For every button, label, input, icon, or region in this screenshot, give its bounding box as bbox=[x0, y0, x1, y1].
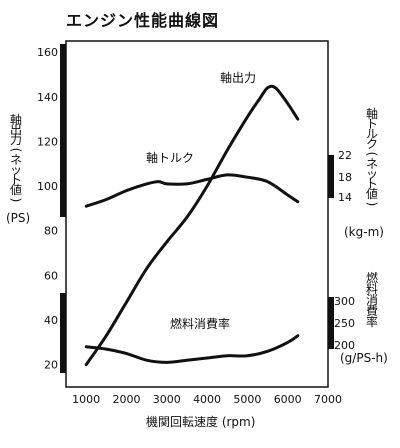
torque-tick-label: 22 bbox=[338, 149, 352, 162]
fuel-axis-label-char: 消 bbox=[366, 293, 378, 307]
series-label-torque: 軸トルク bbox=[146, 151, 194, 165]
y-tick-label: 20 bbox=[44, 359, 58, 372]
left-axis-label-char: 値 bbox=[10, 182, 22, 197]
torque-curve bbox=[84, 173, 300, 208]
power-curve bbox=[84, 84, 300, 367]
series-label-power: 軸出力 bbox=[220, 71, 256, 85]
torque-axis-unit: (kg-m) bbox=[344, 225, 384, 239]
left-axis-ticks: 20 40 60 80 100 120 140 160 bbox=[37, 46, 58, 372]
left-axis-label-char: 軸 bbox=[10, 113, 22, 127]
fuel-tick-label: 200 bbox=[334, 339, 355, 352]
x-tick-label: 6000 bbox=[274, 393, 302, 406]
left-axis-label-char: ッ bbox=[10, 163, 22, 177]
left-axis-label-char: 力 bbox=[10, 133, 22, 147]
fuel-axis-label-char: 率 bbox=[366, 314, 378, 329]
torque-axis-label-char: ッ bbox=[366, 167, 378, 181]
left-axis-unit: (PS) bbox=[6, 211, 30, 225]
y-tick-label: 160 bbox=[37, 46, 58, 59]
fuel-axis-ticks: 300 250 200 bbox=[334, 295, 355, 352]
fuel-axis-label-char: 料 bbox=[366, 282, 378, 296]
torque-tick-label: 18 bbox=[338, 171, 352, 184]
series-lines bbox=[84, 84, 300, 367]
torque-axis-label-char: ( bbox=[365, 152, 379, 157]
left-axis-bar-upper bbox=[60, 44, 66, 217]
x-tick-label: 2000 bbox=[112, 393, 140, 406]
torque-tick-label: 14 bbox=[338, 191, 352, 204]
left-axis-label-char: 出 bbox=[10, 123, 22, 137]
fuel-consumption-curve bbox=[84, 334, 300, 364]
fuel-axis-label-char: 費 bbox=[366, 303, 378, 318]
left-axis-label-char: ( bbox=[9, 148, 23, 153]
torque-axis-label-char: ク bbox=[366, 137, 378, 151]
torque-axis-label-char: ト bbox=[366, 117, 378, 131]
fuel-tick-label: 250 bbox=[334, 317, 355, 330]
x-tick-label: 7000 bbox=[314, 393, 342, 406]
fuel-axis-unit: (g/PS-h) bbox=[340, 351, 388, 365]
torque-axis-label-char: ル bbox=[366, 127, 378, 141]
x-tick-label: 1000 bbox=[72, 393, 100, 406]
y-tick-label: 60 bbox=[44, 269, 58, 282]
torque-axis-ticks: 22 18 14 bbox=[338, 149, 352, 204]
x-tick-label: 5000 bbox=[233, 393, 261, 406]
torque-axis-label-char: 値 bbox=[366, 186, 378, 201]
torque-axis-bar bbox=[328, 155, 334, 198]
left-axis-bar-lower bbox=[60, 293, 66, 373]
fuel-axis-label-char: 燃 bbox=[366, 270, 378, 285]
fuel-axis-bar bbox=[328, 297, 334, 349]
y-tick-label: 100 bbox=[37, 180, 58, 193]
fuel-tick-label: 300 bbox=[334, 295, 355, 308]
y-tick-label: 40 bbox=[44, 314, 58, 327]
torque-axis-label-char: ネ bbox=[366, 157, 378, 171]
fuel-axis-label: 燃料消費率 bbox=[366, 270, 378, 329]
torque-axis-label-char: ト bbox=[366, 177, 378, 191]
x-tick-label: 4000 bbox=[193, 393, 221, 406]
torque-axis-label-char: ) bbox=[365, 202, 379, 207]
x-tick-label: 3000 bbox=[153, 393, 181, 406]
y-tick-label: 80 bbox=[44, 225, 58, 238]
torque-axis-label-char: 軸 bbox=[366, 107, 378, 121]
x-axis-ticks: 1000 2000 3000 4000 5000 6000 7000 bbox=[72, 393, 342, 406]
left-axis-label-char: ) bbox=[9, 198, 23, 203]
chart-title: エンジン性能曲線図 bbox=[66, 11, 219, 30]
left-axis-label-char: ネ bbox=[10, 153, 22, 167]
x-axis-title: 機関回転速度 (rpm) bbox=[146, 414, 255, 429]
left-axis-label-char: ト bbox=[10, 173, 22, 187]
y-tick-label: 140 bbox=[37, 91, 58, 104]
series-label-fuel: 燃料消費率 bbox=[170, 316, 230, 331]
y-tick-label: 120 bbox=[37, 135, 58, 148]
